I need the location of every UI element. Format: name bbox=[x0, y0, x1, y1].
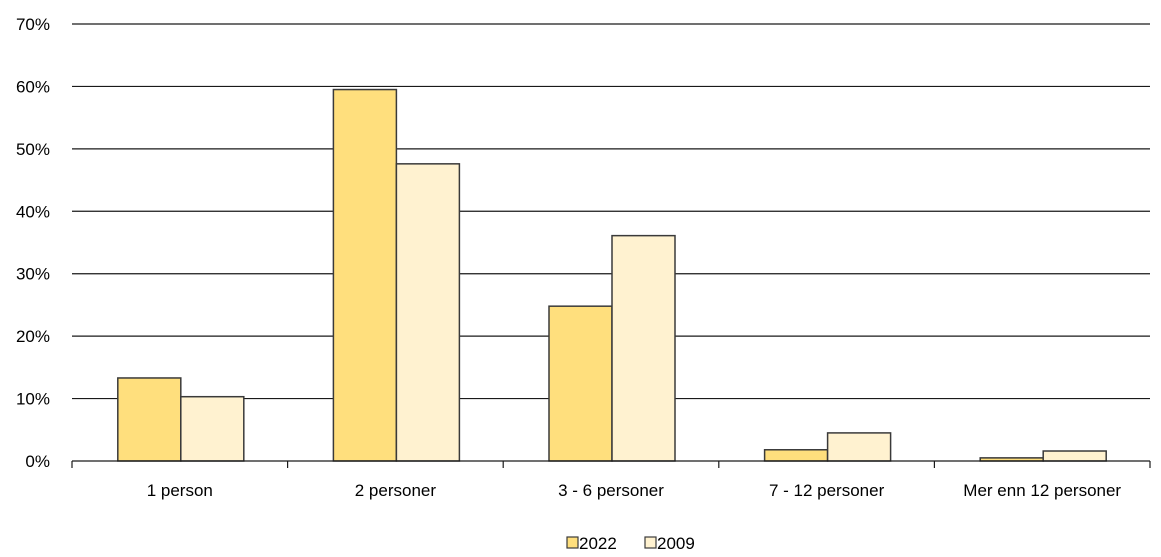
y-tick-label: 50% bbox=[16, 140, 50, 159]
x-category-label: 2 personer bbox=[355, 481, 437, 500]
y-tick-label: 70% bbox=[16, 15, 50, 34]
x-category-label: Mer enn 12 personer bbox=[963, 481, 1121, 500]
bar-2009-2 bbox=[611, 234, 676, 462]
y-tick-label: 0% bbox=[25, 452, 50, 471]
legend-swatch-2009 bbox=[644, 536, 657, 549]
legend-swatch-2022 bbox=[566, 536, 579, 549]
x-category-label: 1 person bbox=[147, 481, 213, 500]
bar-2009-0 bbox=[180, 395, 245, 462]
legend-label-2009: 2009 bbox=[657, 534, 695, 553]
bar-2022-0 bbox=[117, 377, 182, 462]
bar-2022-3 bbox=[763, 449, 829, 462]
bar-2022-2 bbox=[548, 305, 613, 462]
y-axis-ticks: 0% 10% 20% 30% 40% 50% 60% 70% bbox=[16, 15, 50, 471]
bar-2009-1 bbox=[395, 163, 461, 462]
y-tick-label: 60% bbox=[16, 77, 50, 96]
y-tick-label: 30% bbox=[16, 265, 50, 284]
x-category-label: 7 - 12 personer bbox=[769, 481, 885, 500]
y-tick-label: 10% bbox=[16, 390, 50, 409]
y-tick-label: 40% bbox=[16, 202, 50, 221]
bar-2009-4 bbox=[1042, 450, 1107, 462]
x-axis-category-labels: 1 person 2 personer 3 - 6 personer 7 - 12 p… bbox=[147, 481, 1122, 500]
y-tick-label: 20% bbox=[16, 327, 50, 346]
x-category-label: 3 - 6 personer bbox=[558, 481, 664, 500]
bar-2009-3 bbox=[826, 432, 892, 462]
gridlines bbox=[72, 23, 1150, 400]
legend-label-2022: 2022 bbox=[579, 534, 617, 553]
x-axis bbox=[71, 460, 1151, 468]
legend: 2022 2009 bbox=[566, 534, 695, 553]
bar-2022-1 bbox=[332, 88, 398, 462]
bars bbox=[117, 88, 1107, 462]
